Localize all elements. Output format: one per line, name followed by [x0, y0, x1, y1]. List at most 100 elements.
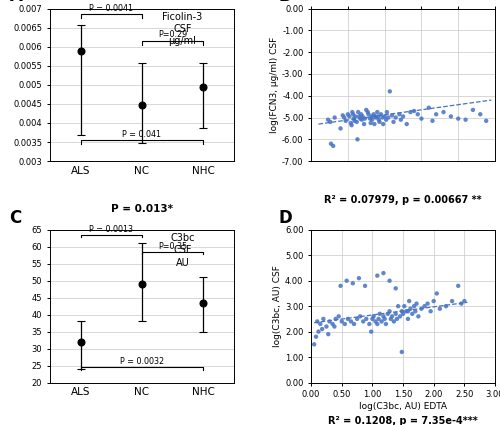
- Y-axis label: log(C3bc, AU) CSF: log(C3bc, AU) CSF: [273, 265, 282, 347]
- Point: [327, 140, 335, 147]
- Point: [460, 298, 468, 304]
- Point: [454, 115, 462, 122]
- Point: [384, 114, 392, 121]
- Point: [374, 320, 382, 327]
- Point: [404, 308, 412, 314]
- Point: [344, 111, 352, 118]
- Point: [436, 305, 444, 312]
- Point: [320, 315, 328, 322]
- Point: [425, 104, 433, 111]
- Point: [372, 114, 380, 121]
- Point: [370, 313, 378, 320]
- Point: [430, 298, 438, 304]
- Text: P = 0.041: P = 0.041: [122, 130, 162, 139]
- Point: [396, 111, 404, 118]
- Point: [402, 308, 410, 314]
- Point: [376, 119, 384, 125]
- Point: [418, 305, 426, 312]
- Text: B: B: [278, 0, 290, 6]
- Point: [340, 114, 348, 121]
- Point: [344, 315, 352, 322]
- Point: [316, 320, 324, 327]
- Point: [396, 313, 404, 320]
- Point: [387, 315, 395, 322]
- Point: [375, 116, 383, 123]
- Point: [414, 111, 422, 118]
- Point: [357, 111, 365, 118]
- Point: [366, 320, 374, 327]
- Point: [330, 323, 338, 330]
- Point: [379, 121, 387, 128]
- Point: [408, 310, 416, 317]
- Point: [358, 116, 366, 123]
- Point: [349, 111, 357, 118]
- Point: [368, 315, 376, 322]
- Point: [362, 315, 370, 322]
- Text: D: D: [278, 209, 292, 227]
- Point: [360, 121, 368, 128]
- Point: [361, 115, 369, 122]
- Point: [482, 117, 490, 124]
- Point: [410, 108, 418, 114]
- Text: A: A: [10, 0, 22, 6]
- Point: [358, 113, 366, 120]
- Point: [447, 113, 455, 120]
- Point: [368, 116, 376, 123]
- Point: [349, 280, 357, 287]
- Point: [328, 320, 336, 327]
- Point: [334, 313, 342, 320]
- Point: [350, 115, 358, 122]
- Point: [336, 125, 344, 132]
- Point: [382, 116, 390, 123]
- Text: R² = 0.1208, p = 7.35e-4***: R² = 0.1208, p = 7.35e-4***: [328, 416, 478, 425]
- Point: [374, 109, 382, 116]
- Point: [390, 119, 398, 125]
- Point: [476, 111, 484, 118]
- Text: P = 0.013*: P = 0.013*: [111, 204, 173, 214]
- Point: [377, 111, 385, 118]
- Point: [356, 313, 364, 320]
- Point: [412, 308, 420, 314]
- Point: [342, 117, 349, 124]
- Point: [372, 318, 380, 325]
- Point: [458, 300, 466, 307]
- Point: [346, 113, 354, 120]
- Point: [386, 88, 394, 95]
- Point: [324, 331, 332, 337]
- Y-axis label: log(FCN3, μg/ml) CSF: log(FCN3, μg/ml) CSF: [270, 37, 279, 133]
- Text: P=0.29: P=0.29: [158, 31, 187, 40]
- Point: [426, 308, 434, 314]
- X-axis label: log(C3bc, AU) EDTA: log(C3bc, AU) EDTA: [359, 402, 447, 411]
- Point: [366, 119, 374, 126]
- Point: [405, 298, 413, 304]
- Text: R² = 0.07979, p = 0.00667 **: R² = 0.07979, p = 0.00667 **: [324, 195, 482, 205]
- Point: [310, 341, 318, 348]
- Point: [380, 315, 388, 322]
- Point: [350, 117, 358, 124]
- Point: [440, 109, 448, 116]
- Point: [318, 326, 326, 332]
- Text: P=0.35: P=0.35: [158, 242, 187, 251]
- Point: [350, 320, 358, 327]
- Point: [326, 119, 334, 125]
- Point: [392, 310, 400, 317]
- Point: [356, 115, 364, 122]
- Point: [312, 333, 320, 340]
- Point: [414, 313, 422, 320]
- Point: [359, 318, 367, 325]
- Point: [348, 109, 356, 116]
- Point: [399, 113, 407, 120]
- Point: [382, 320, 390, 327]
- Point: [386, 278, 394, 284]
- Point: [313, 318, 321, 325]
- Point: [394, 303, 402, 309]
- Point: [433, 290, 441, 297]
- Point: [329, 142, 337, 149]
- Point: [355, 113, 363, 120]
- Point: [448, 298, 456, 304]
- Point: [392, 114, 400, 121]
- Point: [412, 300, 420, 307]
- Point: [342, 278, 350, 284]
- Point: [420, 303, 428, 309]
- Point: [354, 136, 362, 143]
